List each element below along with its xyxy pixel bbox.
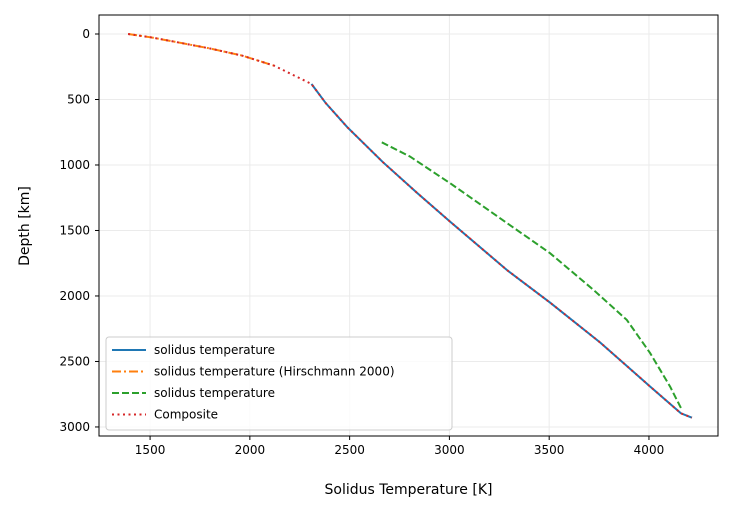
legend: solidus temperature solidus temperature (…	[105, 336, 453, 431]
legend-label-1: solidus temperature (Hirschmann 2000)	[154, 365, 395, 379]
plot-frame	[98, 14, 719, 437]
y-tick-label: 1000	[59, 158, 90, 172]
x-tick-label: 2500	[334, 443, 365, 457]
legend-label-2: solidus temperature	[154, 386, 275, 400]
series-lines	[127, 33, 693, 419]
series-line-2	[381, 141, 683, 411]
y-tick-label: 2500	[59, 354, 90, 368]
x-tick-label: 2000	[235, 443, 266, 457]
y-tick-label: 1500	[59, 223, 90, 237]
y-axis-label: Depth [km]	[17, 186, 33, 266]
x-tick-label: 4000	[634, 443, 665, 457]
y-tick-label: 500	[67, 92, 90, 106]
x-axis-label: Solidus Temperature [K]	[325, 482, 493, 498]
ticks: 1500 2000 2500 3000 3500 4000 0 500 1000 1500 2000…	[59, 27, 664, 457]
legend-label-0: solidus temperature	[154, 343, 275, 357]
legend-box	[105, 336, 453, 431]
y-tick-label: 0	[82, 27, 90, 41]
x-tick-label: 3500	[534, 443, 565, 457]
x-tick-label: 3000	[434, 443, 465, 457]
y-tick-label: 2000	[59, 289, 90, 303]
y-tick-label: 3000	[59, 420, 90, 434]
x-tick-label: 1500	[135, 443, 166, 457]
legend-label-3: Composite	[154, 408, 218, 422]
